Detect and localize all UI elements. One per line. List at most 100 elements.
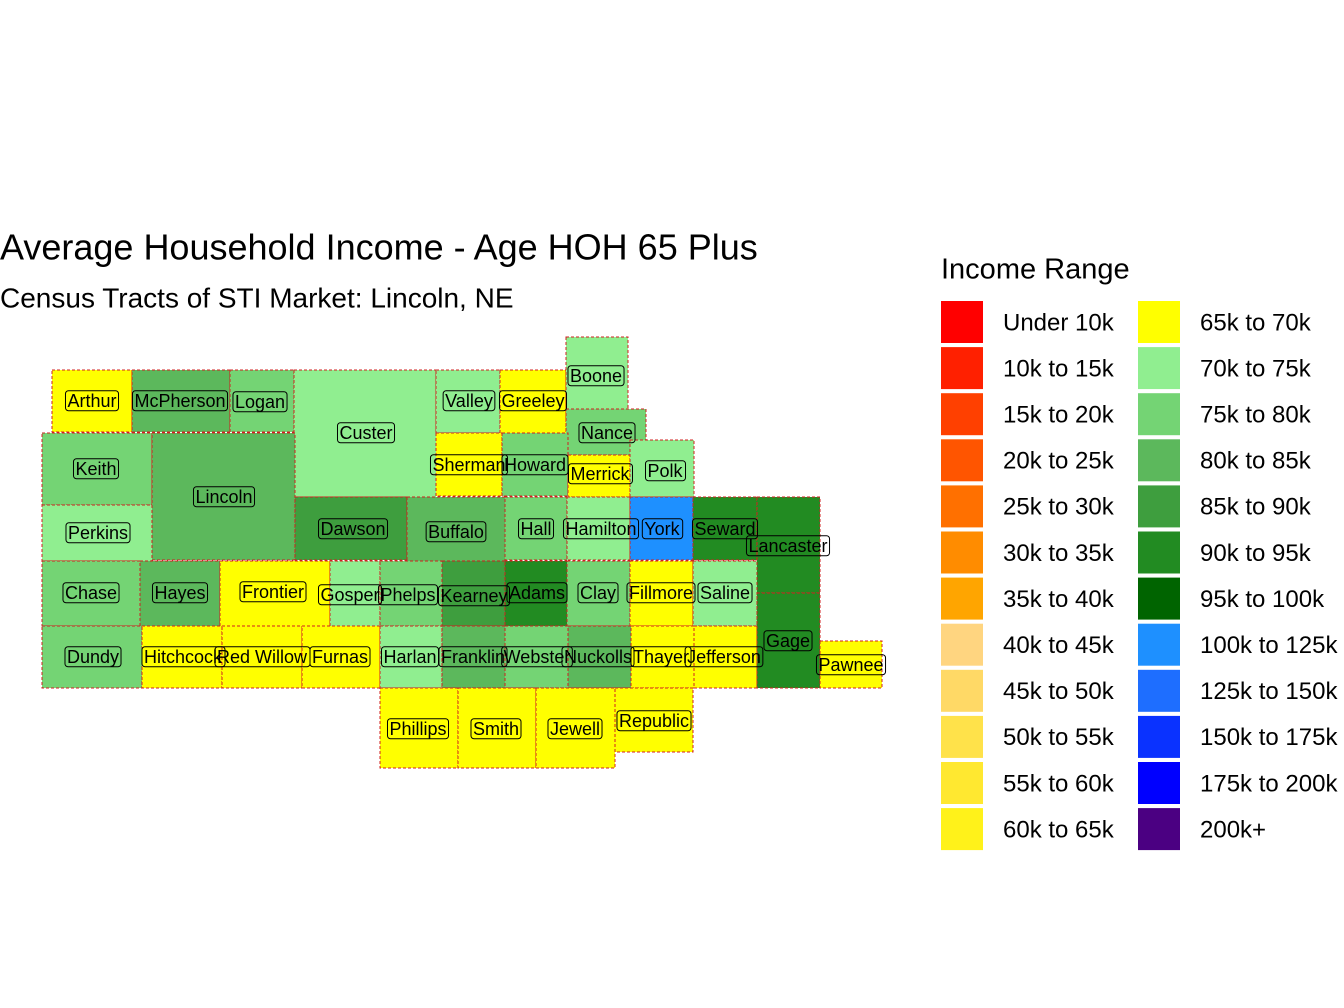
county-shape <box>501 432 569 497</box>
county-label: Hayes <box>154 583 205 603</box>
county-label-box <box>65 522 131 544</box>
county-shape <box>219 560 331 627</box>
county-label: Arthur <box>67 391 116 411</box>
legend-swatch <box>941 393 983 436</box>
county-label: Harlan <box>383 647 436 667</box>
county-label-box <box>616 710 692 732</box>
county-label-box <box>429 454 509 476</box>
county-label-box <box>577 582 619 604</box>
county-label-box <box>626 582 696 604</box>
legend-label: 45k to 50k <box>1003 678 1115 705</box>
county-label: Pawnee <box>818 655 883 675</box>
county-label-box <box>630 646 692 668</box>
county-label-box <box>517 518 555 540</box>
legend-swatch <box>1138 393 1180 436</box>
county-label: Fillmore <box>629 583 693 603</box>
county-label-box <box>691 518 759 540</box>
county-label: Gage <box>766 631 810 651</box>
county-label: Polk <box>647 461 683 481</box>
county-label: Boone <box>570 366 622 386</box>
legend-swatch <box>941 715 983 758</box>
legend-label: Under 10k <box>1003 309 1115 336</box>
county-label: Hamilton <box>565 519 636 539</box>
legend-swatch <box>941 577 983 620</box>
county-label-box <box>470 718 522 740</box>
county-label-box <box>239 581 307 603</box>
county-label-box <box>745 535 831 557</box>
county-label: Greeley <box>501 391 564 411</box>
county-label: Adams <box>509 583 565 603</box>
county-shape <box>329 560 381 627</box>
county-label-box <box>336 422 396 444</box>
legend-label: 150k to 175k <box>1200 724 1338 751</box>
legend-label: 60k to 65k <box>1003 816 1115 843</box>
legend-label: 70k to 75k <box>1200 355 1312 382</box>
county-shape <box>379 560 443 627</box>
county-label: Custer <box>339 423 392 443</box>
county-shape <box>131 369 231 433</box>
county-label: Smith <box>473 719 519 739</box>
county-label: Webster <box>504 647 571 667</box>
counties <box>41 336 883 769</box>
county-label-box <box>64 646 122 668</box>
county-shape <box>406 496 506 569</box>
county-label-box <box>567 365 625 387</box>
county-label: Chase <box>65 583 117 603</box>
county-label: Hitchcock <box>144 647 223 667</box>
map-subtitle: Census Tracts of STI Market: Lincoln, NE <box>0 282 514 313</box>
county-label: Jefferson <box>687 647 761 667</box>
county-label: Nuckolls <box>564 647 632 667</box>
county-shape <box>141 625 223 689</box>
legend-swatch <box>941 669 983 712</box>
county-label: Lincoln <box>195 487 252 507</box>
county-label: Phillips <box>389 719 446 739</box>
legend-swatch <box>941 808 983 851</box>
legend-swatch <box>1138 669 1180 712</box>
county-label: Dawson <box>320 519 385 539</box>
legend-label: 65k to 70k <box>1200 309 1312 336</box>
county-shape <box>504 496 568 561</box>
legend-label: 85k to 90k <box>1200 494 1312 521</box>
legend-swatch <box>1138 623 1180 666</box>
legend-swatch <box>941 485 983 528</box>
county-shape <box>629 439 695 498</box>
county-label: Keith <box>75 459 116 479</box>
county-label: Franklin <box>441 647 505 667</box>
legend-swatch <box>941 762 983 804</box>
county-shape <box>221 625 303 689</box>
legend-label: 20k to 25k <box>1003 448 1115 475</box>
county-shape <box>379 687 459 769</box>
legend-label: 25k to 30k <box>1003 494 1115 521</box>
county-label: Valley <box>445 391 493 411</box>
county-label-box <box>641 518 684 540</box>
county-label: Furnas <box>312 647 368 667</box>
legend-swatch <box>1138 531 1180 574</box>
county-shape <box>139 560 221 627</box>
county-shape <box>41 560 141 627</box>
legend-label: 40k to 45k <box>1003 632 1115 659</box>
county-shape <box>435 432 503 497</box>
legend-label: 200k+ <box>1200 816 1266 843</box>
legend-label: 55k to 60k <box>1003 770 1115 797</box>
county-label: Nance <box>581 423 633 443</box>
legend-label: 100k to 125k <box>1200 632 1338 659</box>
county-shape <box>566 496 631 561</box>
county-label: Red Willow <box>217 647 308 667</box>
county-label-box <box>684 646 764 668</box>
county-label: Kearney <box>440 586 507 606</box>
county-label-box <box>547 718 603 740</box>
county-label-box <box>697 582 753 604</box>
county-shape <box>379 625 443 689</box>
legend-label: 10k to 15k <box>1003 355 1115 382</box>
county-label: Hall <box>520 519 551 539</box>
county-label-box <box>442 390 496 412</box>
county-shape <box>693 625 758 689</box>
county-label-box <box>561 646 635 668</box>
county-shape <box>435 369 501 434</box>
legend-label: 95k to 100k <box>1200 586 1325 613</box>
county-label-box <box>562 518 640 540</box>
legend-swatch <box>1138 439 1180 482</box>
county-label: McPherson <box>134 391 225 411</box>
legend-label: 50k to 55k <box>1003 724 1115 751</box>
